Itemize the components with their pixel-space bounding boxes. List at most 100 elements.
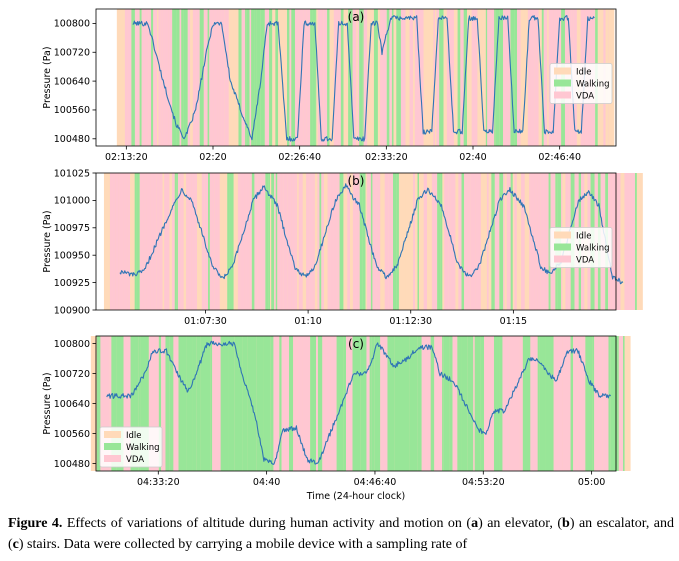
activity-stripe (295, 336, 298, 471)
activity-stripe (442, 173, 445, 310)
activity-stripe (287, 173, 292, 310)
activity-stripe (323, 9, 328, 146)
activity-stripe (198, 173, 201, 310)
activity-stripe (499, 336, 503, 471)
activity-stripe (158, 9, 161, 146)
activity-background (90, 336, 631, 471)
activity-stripe (372, 173, 377, 310)
activity-stripe (346, 9, 349, 146)
y-tick-label: 100800 (54, 19, 90, 30)
activity-stripe (348, 9, 351, 146)
activity-stripe (484, 336, 494, 471)
activity-stripe (265, 173, 269, 310)
legend-label-vda: VDA (126, 455, 144, 465)
caption-label: Figure 4. (8, 516, 63, 531)
legend-label-idle: Idle (126, 431, 142, 441)
activity-stripe (136, 9, 140, 146)
activity-stripe (538, 9, 542, 146)
activity-stripe (359, 9, 363, 146)
activity-stripe (118, 173, 120, 310)
activity-stripe (347, 173, 350, 310)
x-tick-label: 05:00 (578, 477, 605, 488)
activity-stripe (249, 173, 252, 310)
activity-stripe (316, 9, 318, 146)
activity-stripe (186, 336, 193, 471)
activity-stripe (380, 336, 388, 471)
activity-stripe (212, 173, 215, 310)
activity-stripe (415, 173, 418, 310)
panel-a: 100480 100560 100640 100720 100800 02:13:20 02… (42, 8, 617, 163)
activity-stripe (389, 9, 392, 146)
activity-stripe (224, 9, 229, 146)
activity-stripe (384, 173, 389, 310)
activity-stripe (270, 336, 274, 471)
activity-stripe (388, 173, 392, 310)
legend-label-idle: Idle (576, 68, 592, 78)
activity-stripe (583, 336, 586, 471)
activity-background (96, 173, 643, 310)
activity-stripe (213, 9, 218, 146)
y-tick-label: 100640 (54, 76, 90, 87)
activity-stripe (399, 336, 410, 471)
activity-stripe (452, 336, 458, 471)
activity-stripe (491, 173, 495, 310)
y-tick-label: 100720 (54, 48, 90, 59)
activity-stripe (602, 336, 609, 471)
activity-stripe (400, 9, 406, 146)
activity-stripe (161, 336, 166, 471)
activity-stripe (190, 9, 193, 146)
activity-stripe (370, 173, 373, 310)
legend-swatch-vda (554, 91, 571, 99)
activity-stripe (146, 173, 151, 310)
activity-stripe (275, 173, 278, 310)
activity-stripe (433, 9, 436, 146)
activity-stripe (260, 9, 265, 146)
activity-stripe (414, 9, 420, 146)
activity-stripe (229, 173, 234, 310)
activity-stripe (201, 173, 205, 310)
y-tick-label: 100800 (54, 339, 90, 350)
activity-stripe (530, 336, 538, 471)
activity-stripe (323, 173, 328, 310)
activity-stripe (339, 173, 344, 310)
y-tick-label: 100975 (54, 223, 90, 234)
activity-stripe (192, 336, 197, 471)
activity-stripe (171, 173, 175, 310)
activity-background (96, 9, 616, 146)
activity-stripe (426, 336, 431, 471)
activity-stripe (594, 336, 603, 471)
activity-stripe (164, 173, 168, 310)
activity-stripe (136, 173, 140, 310)
legend-swatch-idle (554, 67, 571, 75)
activity-stripe (274, 173, 276, 310)
activity-stripe (217, 9, 220, 146)
activity-stripe (143, 173, 147, 310)
activity-stripe (530, 9, 535, 146)
activity-stripe (423, 173, 428, 310)
activity-stripe (517, 9, 521, 146)
activity-stripe (371, 9, 374, 146)
activity-stripe (504, 173, 507, 310)
activity-stripe (453, 9, 458, 146)
activity-stripe (413, 9, 415, 146)
activity-stripe (367, 9, 372, 146)
activity-stripe (313, 173, 315, 310)
activity-stripe (219, 173, 224, 310)
activity-stripe (480, 173, 484, 310)
legend-label-walking: Walking (576, 244, 610, 254)
activity-stripe (543, 9, 548, 146)
legend-label-walking: Walking (576, 80, 610, 90)
activity-stripe (172, 9, 174, 146)
activity-stripe (217, 173, 220, 310)
activity-stripe (281, 336, 289, 471)
activity-stripe (592, 336, 595, 471)
y-tick-label: 100925 (54, 278, 90, 289)
activity-stripe (435, 173, 438, 310)
activity-stripe (448, 173, 451, 310)
activity-stripe (327, 9, 330, 146)
activity-stripe (295, 173, 298, 310)
activity-stripe (187, 173, 192, 310)
activity-stripe (377, 9, 381, 146)
activity-stripe (409, 9, 414, 146)
activity-stripe (449, 9, 454, 146)
